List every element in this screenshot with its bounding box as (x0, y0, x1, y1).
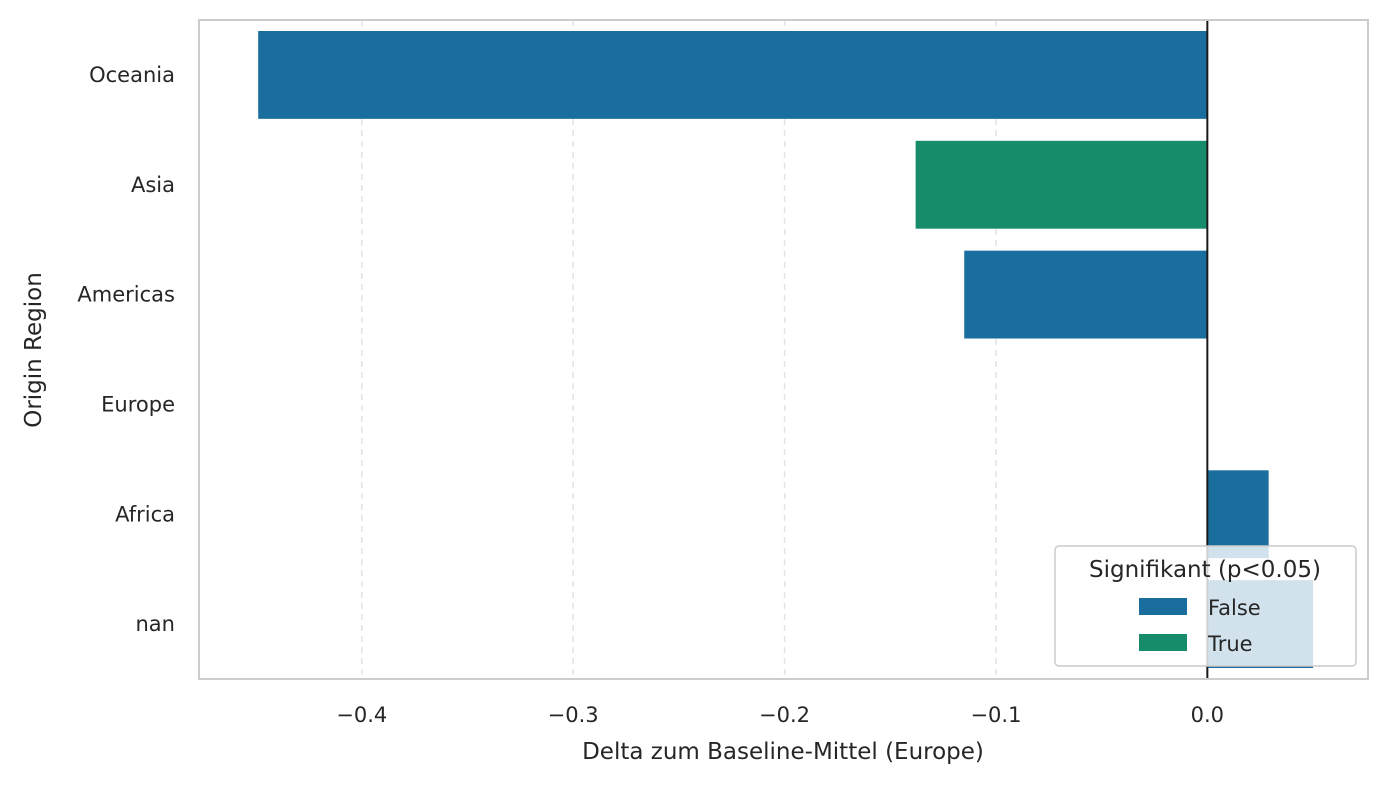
y-tick-label: Africa (115, 502, 175, 526)
y-tick-label: Americas (77, 283, 175, 307)
y-axis-title: Origin Region (21, 272, 47, 428)
y-tick-label: Asia (131, 173, 175, 197)
legend-box (1054, 545, 1357, 667)
plot-frame (198, 19, 1369, 680)
x-tick-label: −0.4 (336, 703, 387, 727)
x-axis-ticks: −0.4 −0.3 −0.2 −0.1 0.0 (336, 703, 1224, 727)
y-axis-ticks: Oceania Asia Americas Europe Africa nan (77, 63, 175, 636)
x-tick-label: −0.2 (759, 703, 810, 727)
x-tick-label: 0.0 (1191, 703, 1224, 727)
bar-asia (915, 140, 1208, 229)
legend: Signifikant (p<0.05) False True (1054, 545, 1357, 667)
legend-label-true: True (1207, 632, 1253, 656)
x-tick-label: −0.1 (970, 703, 1021, 727)
legend-swatch-false (1139, 598, 1187, 615)
y-tick-label: nan (136, 612, 176, 636)
y-tick-label: Europe (101, 392, 175, 416)
legend-label-false: False (1208, 596, 1261, 620)
y-tick-label: Oceania (89, 63, 175, 87)
legend-swatch-true (1139, 634, 1187, 651)
legend-title: Signifikant (p<0.05) (1089, 557, 1321, 583)
bar-oceania (258, 30, 1208, 119)
x-tick-label: −0.3 (548, 703, 599, 727)
x-axis-title: Delta zum Baseline-Mittel (Europe) (582, 739, 984, 765)
bar-americas (964, 250, 1208, 339)
bar-africa (1207, 470, 1269, 559)
